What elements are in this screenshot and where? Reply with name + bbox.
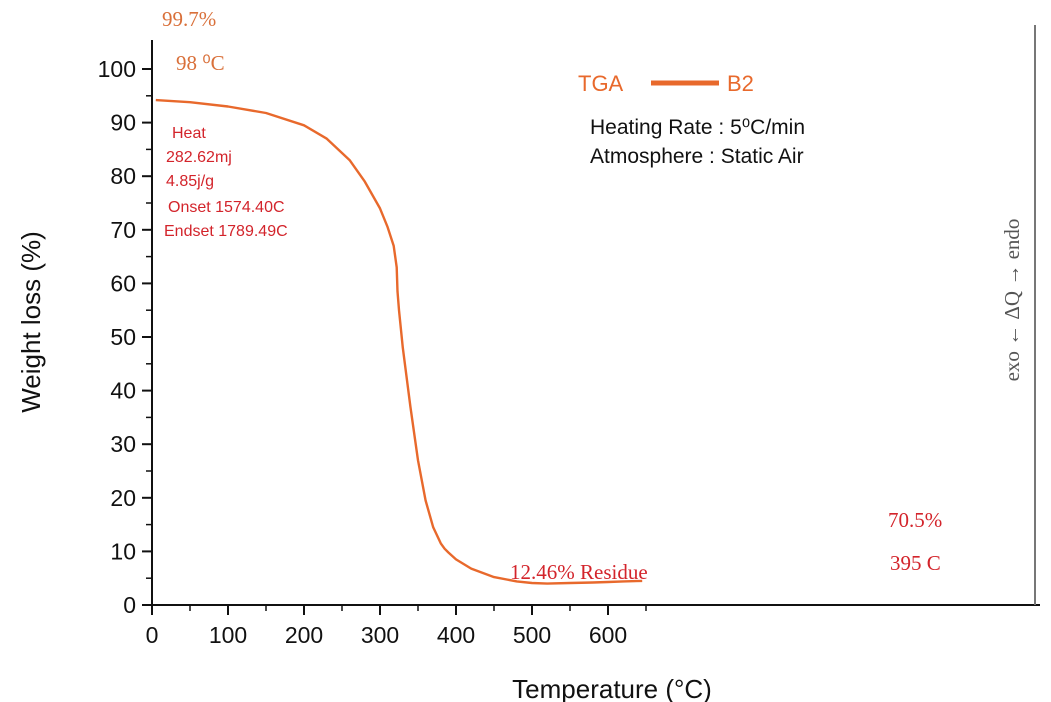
x-tick-label: 200 (285, 622, 323, 648)
series-line-b2 (155, 98, 643, 585)
x-tick-label: 500 (513, 622, 551, 648)
y-tick-label: 0 (123, 592, 136, 618)
legend-label-b2: B2 (727, 71, 754, 96)
y-tick-label: 20 (110, 485, 136, 511)
x-ticks: 0 100 200 300 400 500 600 (146, 605, 647, 648)
y-tick-label: 90 (110, 110, 136, 136)
x-tick-label: 0 (146, 622, 159, 648)
y-tick-label: 30 (110, 431, 136, 457)
heat-energy: 282.62mj (166, 149, 232, 166)
residue-annotation: 12.46% Residue (510, 560, 648, 584)
atmosphere-text: Atmosphere : Static Air (590, 145, 804, 168)
legend-label-tga: TGA (578, 71, 624, 96)
y-tick-label: 40 (110, 378, 136, 404)
y-tick-label: 100 (98, 56, 136, 82)
y-ticks: 0 10 20 30 40 50 60 70 80 90 100 (98, 56, 152, 618)
x-tick-label: 400 (437, 622, 475, 648)
dsc-axis-label: exo ← ΔQ → endo (1000, 219, 1024, 382)
y-tick-label: 50 (110, 324, 136, 350)
heat-specific: 4.85j/g (166, 173, 214, 190)
x-tick-label: 300 (361, 622, 399, 648)
heating-rate-text: Heating Rate : 5⁰C/min (590, 116, 805, 139)
heat-label: Heat (172, 125, 206, 142)
y-tick-label: 80 (110, 163, 136, 189)
x-tick-label: 600 (589, 622, 627, 648)
legend: TGA B2 (578, 71, 754, 96)
top-temp-annotation: 98 ⁰C (176, 51, 225, 75)
x-axis-title: Temperature (°C) (512, 674, 712, 702)
y-tick-label: 10 (110, 538, 136, 564)
y-tick-label: 60 (110, 270, 136, 296)
y-axis-title: Weight loss (%) (16, 231, 46, 413)
right-temp-annotation: 395 C (890, 551, 941, 575)
y-tick-label: 70 (110, 217, 136, 243)
onset-annotation: Onset 1574.40C (168, 199, 285, 216)
x-tick-label: 100 (209, 622, 247, 648)
right-percent-annotation: 70.5% (888, 508, 942, 532)
endset-annotation: Endset 1789.49C (164, 223, 288, 240)
top-percent-annotation: 99.7% (162, 7, 216, 31)
